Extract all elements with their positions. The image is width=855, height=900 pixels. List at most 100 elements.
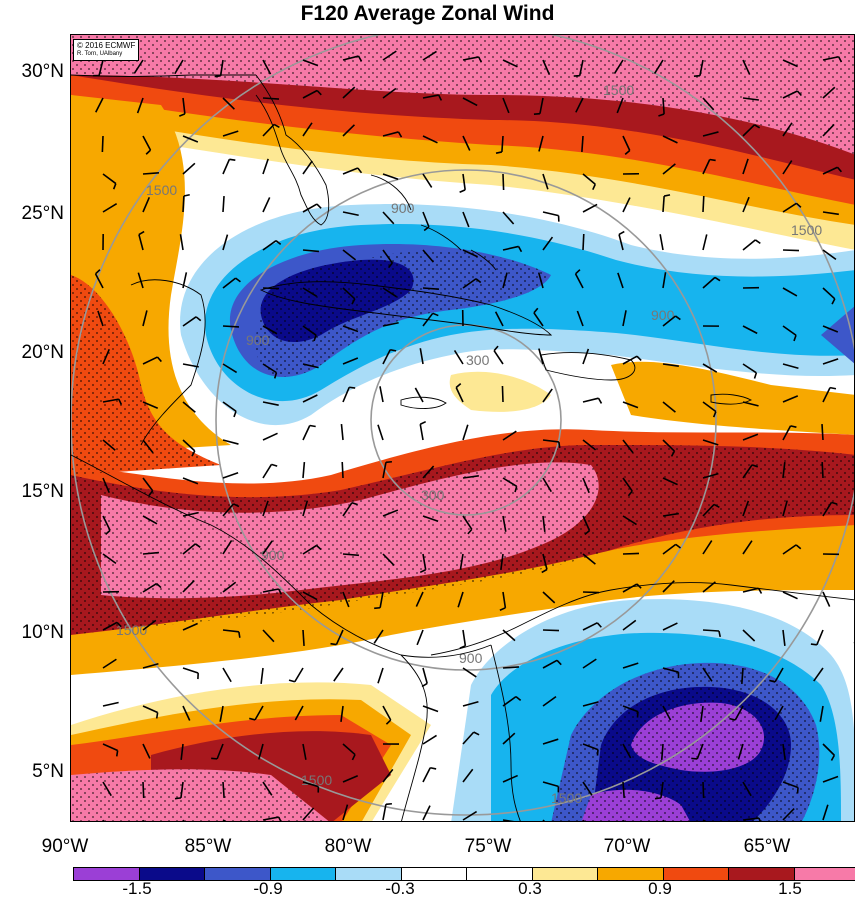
wind-barb-flag-326 [288,679,296,683]
wind-barb-410 [502,819,515,821]
wind-barb-122 [182,272,188,289]
wind-barb-103 [222,234,229,251]
wind-barb-188 [414,387,424,403]
colorbar [73,867,855,881]
wind-barb-302 [182,622,198,631]
wind-barb-flag-48 [397,131,403,138]
wind-barb-115 [702,234,708,251]
lat-label-5n: 5°N [32,761,64,782]
wind-barb-138 [822,287,836,300]
wind-barb-174 [662,363,679,367]
colombia-interior [490,644,521,821]
wind-barb-273 [622,552,640,555]
wind-barb-flag-193 [597,397,603,404]
wind-barb-344 [254,705,264,721]
wind-barb-158 [822,325,839,333]
credit-box: © 2016 ECMWF R. Torn, UAlbany [73,39,140,61]
wind-barb-flag-379 [830,754,836,761]
wind-barb-flag-288 [374,606,381,610]
wind-barb-flag-342 [155,712,159,719]
wind-barb-131 [537,272,544,289]
wind-barb-flag-266 [315,544,322,551]
wind-barb-232 [582,477,590,494]
wind-barb-flag-38 [796,90,802,97]
wind-barb-235 [702,472,719,479]
wind-barb-60 [102,173,117,185]
wind-barb-3 [219,59,224,76]
wind-barb-flag-19 [837,56,843,63]
wind-barb-177 [782,363,799,370]
wind-barb-flag-297 [757,587,763,594]
wind-barb-346 [340,705,344,722]
ring-label-900-c: 900 [651,307,675,323]
wind-barb-186 [342,386,350,403]
wind-barb-flag-329 [421,682,428,688]
wind-barb-274 [662,543,677,555]
wind-barb-flag-127 [351,298,356,305]
wind-barb-316 [742,629,756,642]
wind-barb-317 [782,629,786,646]
wind-barb-flag-174 [636,355,642,362]
wind-barb-0 [98,59,104,76]
wind-barb-371 [542,738,559,745]
colorbar-swatch-0 [74,868,140,880]
wind-barb-236 [742,464,753,479]
wind-barb-213 [622,439,634,454]
ring-label-900-d: 900 [459,650,483,666]
wind-barb-flag-231 [514,486,518,493]
wind-barb-90 [502,211,515,225]
wind-barb-38 [822,86,836,99]
wind-barb-flag-155 [675,315,681,321]
wind-barb-flag-76 [709,158,716,162]
wind-barb-flag-98 [795,202,802,208]
wind-barb-271 [542,553,548,570]
ring-label-1500-f: 1500 [116,622,147,638]
wind-barb-338 [813,667,824,682]
wind-barb-150 [494,311,504,327]
wind-barb-40 [101,135,104,153]
wind-barb-381 [142,781,145,799]
lat-label-25n: 25°N [21,203,64,224]
wind-barb-416 [742,817,759,821]
wind-barb-flag-354 [636,711,639,718]
wind-barb-61 [142,171,160,175]
wind-barb-67 [382,173,399,180]
wind-barb-398 [822,775,839,783]
wind-barb-197 [782,395,799,403]
wind-barb-231 [542,477,552,493]
central-orange [611,361,854,435]
wind-barb-flag-373 [596,749,599,756]
wind-barb-83 [222,195,225,213]
wind-barb-221 [142,477,154,492]
wind-barb-flag-184 [233,411,237,418]
wind-barb-132 [574,273,584,289]
wind-barb-160 [102,348,110,365]
wind-barb-6 [342,55,359,61]
wind-barb-18 [822,55,839,61]
wind-barb-flag-79 [836,166,843,173]
wind-barb-81 [142,196,151,213]
wind-barb-206 [340,423,344,441]
wind-barb-378 [822,743,835,756]
credit-line2: R. Torn, UAlbany [77,51,123,57]
wind-barb-330 [502,666,520,669]
wind-barb-336 [741,667,744,685]
colorbar-swatch-3 [270,868,336,880]
wind-barb-flag-199 [829,386,837,390]
wind-barb-328 [422,667,428,684]
wind-barb-293 [622,583,638,593]
wind-barb-196 [742,401,759,407]
wind-barb-363 [216,743,224,760]
wind-barb-181 [142,401,159,409]
wind-barb-391 [542,781,559,788]
wind-barb-129 [462,278,477,289]
wind-barb-108 [422,249,435,263]
wind-barb-101 [138,234,144,251]
wind-barb-266 [342,553,360,557]
wind-barb-flag-263 [194,543,201,548]
wind-barb-227 [382,462,387,479]
wind-barb-flag-291 [499,607,506,611]
wind-barb-156 [742,325,758,335]
wind-barb-14 [653,59,664,75]
wind-barb-flag-212 [558,441,561,449]
